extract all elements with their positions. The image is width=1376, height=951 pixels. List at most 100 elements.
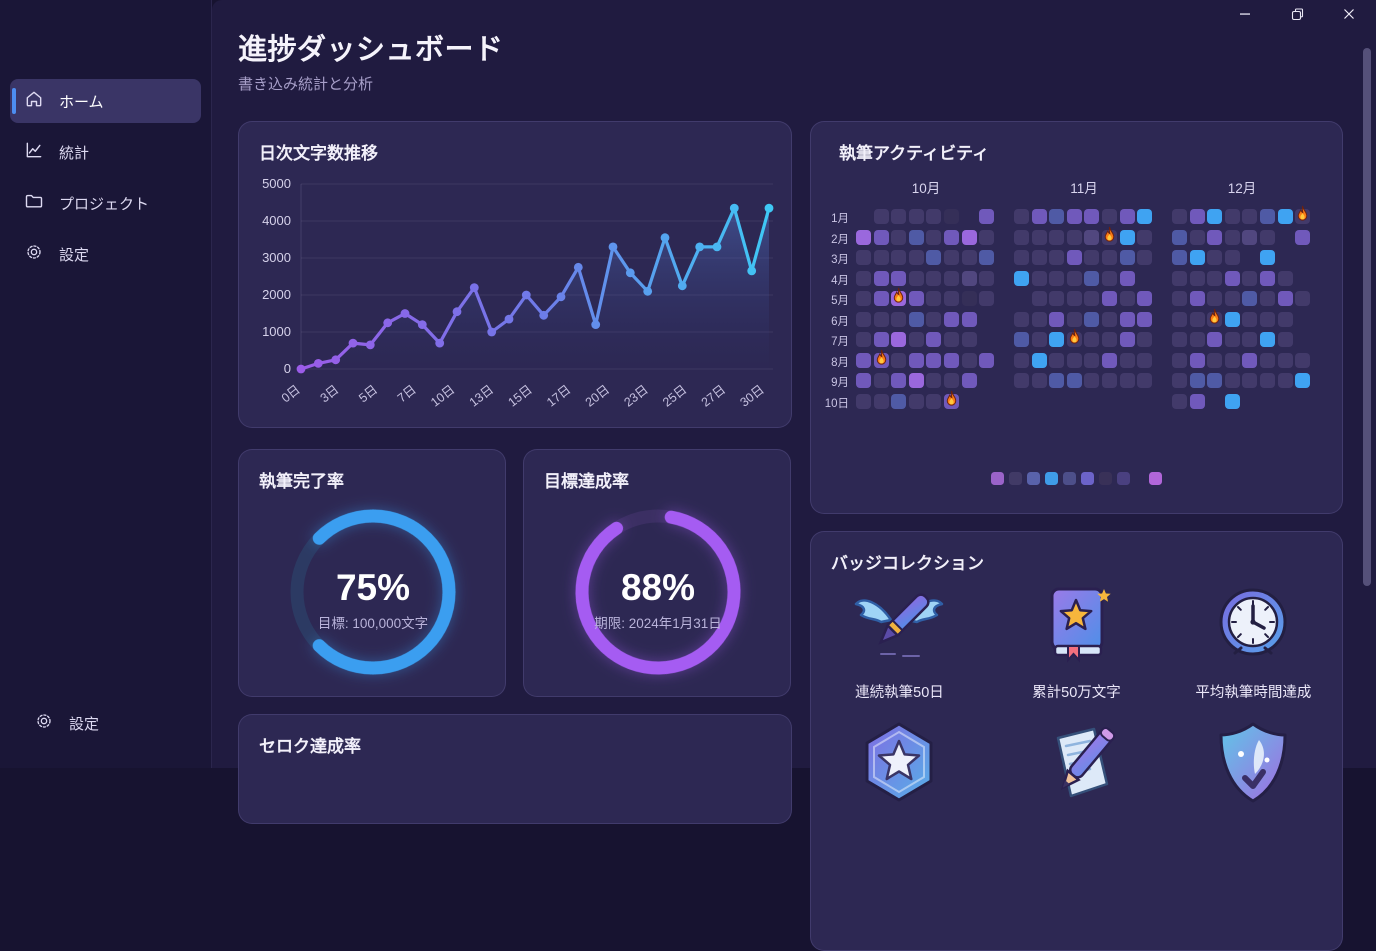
heatmap-cell [1084, 311, 1100, 327]
heatmap-cell [856, 229, 871, 245]
main-content: 進捗ダッシュボード 書き込み統計と分析 日次文字数推移 0 1000 2000 300… [212, 0, 1376, 951]
heatmap-cell [908, 250, 924, 265]
heatmap-cell [1295, 229, 1311, 245]
heatmap-cell [961, 373, 977, 388]
heatmap-cell [873, 250, 889, 265]
heatmap-cell [1277, 352, 1293, 368]
heatmap-cell [1049, 352, 1065, 368]
heatmap-cell [856, 332, 871, 347]
heatmap-cell [891, 311, 907, 327]
sidebar-item-0[interactable]: ホーム [10, 79, 201, 123]
sidebar-item-3[interactable]: 設定 [10, 232, 201, 276]
heatmap-cell [1049, 270, 1065, 286]
legend-swatch [1099, 472, 1112, 485]
heatmap-cell [1207, 250, 1223, 265]
minimize-icon [1240, 13, 1250, 15]
heatmap-cell [926, 332, 942, 347]
heatmap-cell [1102, 332, 1117, 347]
scrollbar-thumb[interactable] [1363, 48, 1371, 586]
daily-line-chart: 0 1000 2000 3000 4000 5000 0日 3日 5日 7日 10日 13日 15日 17… [262, 176, 774, 410]
heatmap-cell [1119, 352, 1135, 368]
heatmap-cell [908, 332, 924, 347]
heatmap-cell [1260, 229, 1275, 245]
heatmap-cell [908, 373, 924, 388]
home-icon [24, 89, 44, 113]
maximize-button[interactable] [1284, 3, 1310, 25]
heatmap-cell [926, 209, 942, 224]
activity-heatmap-card: 執筆アクティビティ 10月 11月 12月 1月 2月 3月 4月 5月 6月 7月 8月 9月 10日 [810, 121, 1343, 514]
badge-item-2: 平均執筆時間達成 [1165, 576, 1342, 702]
completion-rate-title: 執筆完了率 [259, 472, 344, 491]
heatmap-cell [926, 229, 942, 245]
heatmap-cell [1137, 311, 1153, 327]
sidebar-item-settings-footer[interactable]: 設定 [20, 701, 191, 745]
legend-swatch [1117, 472, 1130, 485]
svg-text:3日: 3日 [318, 382, 342, 405]
minimize-button[interactable] [1232, 3, 1258, 25]
svg-text:25日: 25日 [660, 382, 689, 409]
book-star-icon [1028, 576, 1124, 677]
heatmap-cell [1137, 332, 1153, 347]
heatmap-cell [1049, 229, 1065, 245]
sidebar-item-2[interactable]: プロジェクト [10, 181, 201, 225]
svg-text:4000: 4000 [262, 213, 291, 228]
heatmap-cell [926, 373, 942, 388]
heatmap-cell [1277, 311, 1293, 327]
fire-streak-icon [890, 287, 907, 311]
heatmap-cell [1260, 311, 1275, 327]
heatmap-cell [1172, 352, 1187, 368]
sidebar-item-label: ホーム [59, 93, 104, 111]
svg-text:27日: 27日 [699, 382, 728, 409]
heatmap-cell [1224, 291, 1240, 306]
heatmap-cell [1137, 209, 1153, 224]
legend-swatch [1081, 472, 1094, 485]
heatmap-cell [856, 291, 871, 306]
heatmap-cell [979, 352, 995, 368]
svg-text:0: 0 [284, 361, 291, 376]
heatmap-cell [1242, 291, 1258, 306]
heatmap-row-label: 8月 [831, 356, 849, 369]
heatmap-cell [1066, 311, 1082, 327]
heatmap-cell [1102, 270, 1117, 286]
folder-icon [24, 191, 44, 215]
heatmap-cell [1189, 209, 1205, 224]
stats-icon [24, 140, 44, 164]
svg-text:88%: 88% [621, 567, 695, 608]
heatmap-cell [1049, 311, 1065, 327]
clock-icon [1205, 576, 1301, 677]
heatmap-cell [1031, 373, 1047, 388]
sidebar-item-label: プロジェクト [59, 195, 150, 213]
heatmap-cell [944, 311, 959, 327]
activity-heatmap: 10月 11月 12月 1月 2月 3月 4月 5月 6月 7月 8月 9月 10日 [811, 122, 1342, 513]
heatmap-cell [944, 229, 959, 245]
svg-text:20日: 20日 [583, 382, 612, 409]
heatmap-cell [1172, 291, 1187, 306]
heatmap-cell [856, 352, 871, 368]
heatmap-cell [1277, 209, 1293, 224]
heatmap-cell [1102, 311, 1117, 327]
heatmap-month-label: 12月 [1227, 181, 1257, 196]
heatmap-cell [891, 352, 907, 368]
activity-title: 執筆アクティビティ [839, 144, 990, 163]
heatmap-cell [1207, 332, 1223, 347]
close-button[interactable] [1336, 3, 1362, 25]
legend-swatch [1063, 472, 1076, 485]
heatmap-legend [811, 472, 1342, 485]
heatmap-cell [944, 332, 959, 347]
heatmap-cell [1189, 332, 1205, 347]
heatmap-cell [1172, 209, 1187, 224]
sidebar-item-label: 統計 [59, 144, 90, 162]
heatmap-cell [944, 291, 959, 306]
svg-text:10日: 10日 [428, 382, 457, 409]
badge-item-0: 連続執筆50日 [811, 576, 988, 702]
heatmap-cell [1066, 229, 1082, 245]
sidebar-item-1[interactable]: 統計 [10, 130, 201, 174]
heatmap-cell [1084, 291, 1100, 306]
heatmap-cell [1189, 393, 1205, 409]
heatmap-cell [1119, 291, 1135, 306]
heatmap-cell [1189, 250, 1205, 265]
completion-rate-card: 執筆完了率 75% 目標: 100,000文字 [238, 449, 506, 697]
heatmap-cell [1137, 373, 1153, 388]
heatmap-cell [1224, 373, 1240, 388]
svg-text:期限: 2024年1月31日: 期限: 2024年1月31日 [594, 616, 722, 631]
